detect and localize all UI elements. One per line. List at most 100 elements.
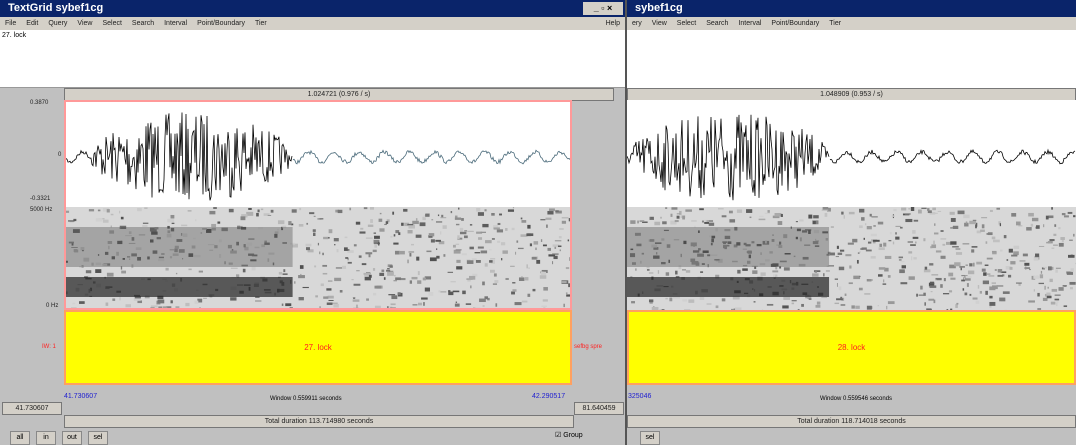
decoration	[970, 294, 972, 296]
decoration	[1035, 254, 1039, 257]
button[interactable]: in	[36, 431, 56, 445]
decoration	[279, 272, 282, 275]
decoration	[282, 304, 284, 306]
decoration	[931, 244, 936, 248]
decoration	[844, 215, 845, 219]
decoration	[328, 280, 332, 281]
decoration	[709, 223, 714, 226]
decoration	[729, 219, 735, 222]
decoration	[901, 208, 906, 211]
decoration	[1048, 287, 1049, 289]
decoration	[1018, 225, 1022, 226]
decoration	[812, 273, 819, 276]
decoration	[879, 247, 885, 250]
menu-item[interactable]: Tier	[829, 20, 841, 27]
menu-item[interactable]: Tier	[255, 20, 267, 27]
decoration	[966, 221, 968, 223]
button[interactable]: sel	[640, 431, 660, 445]
group-label: Group	[563, 432, 582, 439]
group-checkbox[interactable]: ☑ Group	[555, 431, 583, 439]
decoration	[637, 221, 638, 224]
decoration	[1049, 239, 1054, 241]
button[interactable]: out	[62, 431, 82, 445]
decoration	[568, 283, 572, 287]
decoration	[268, 215, 271, 216]
menu-item[interactable]: View	[77, 20, 92, 27]
decoration	[497, 241, 500, 243]
interval[interactable]: 28. lock	[627, 310, 1076, 385]
decoration	[111, 214, 114, 216]
decoration	[195, 219, 196, 221]
menu-item[interactable]: Point/Boundary	[771, 20, 819, 27]
menu-item[interactable]: File	[5, 20, 16, 27]
menu-item[interactable]: Interval	[738, 20, 761, 27]
decoration	[448, 292, 453, 296]
decoration	[151, 305, 158, 307]
decoration	[391, 295, 397, 299]
decoration	[248, 208, 252, 210]
decoration	[925, 267, 927, 270]
decoration	[453, 245, 456, 248]
menu-bar: ery View Select Search Interval Point/Boundar…	[627, 17, 1076, 30]
decoration	[142, 225, 147, 227]
decoration	[370, 207, 374, 210]
decoration	[489, 249, 492, 250]
menu-item[interactable]: Select	[677, 20, 696, 27]
decoration	[928, 299, 934, 301]
button[interactable]: all	[10, 431, 30, 445]
decoration	[849, 282, 853, 284]
menu-item[interactable]: Help	[606, 17, 620, 30]
decoration	[675, 271, 677, 275]
menu-item[interactable]: Select	[102, 20, 121, 27]
decoration	[781, 214, 783, 217]
menu-item[interactable]: Search	[706, 20, 728, 27]
decoration	[188, 210, 192, 211]
window-controls[interactable]: _ ▫ ×	[583, 2, 623, 15]
decoration	[879, 244, 882, 247]
decoration	[119, 297, 120, 300]
menu-item[interactable]: Interval	[164, 20, 187, 27]
button[interactable]: sel	[88, 431, 108, 445]
decoration	[119, 211, 120, 214]
decoration	[1051, 302, 1056, 305]
decoration	[393, 243, 398, 245]
decoration	[354, 284, 361, 286]
decoration	[1046, 216, 1049, 220]
text-field-content: 27. lock	[2, 32, 26, 39]
decoration	[1011, 255, 1017, 257]
decoration	[859, 225, 863, 228]
decoration	[478, 247, 484, 249]
decoration	[929, 263, 933, 265]
decoration	[1016, 222, 1021, 226]
text-field[interactable]: 27. lock	[0, 30, 625, 88]
decoration	[686, 270, 690, 273]
decoration	[313, 233, 315, 236]
menu-item[interactable]: Edit	[26, 20, 38, 27]
decoration	[66, 211, 69, 213]
menu-item[interactable]: Query	[48, 20, 67, 27]
decoration	[388, 294, 395, 295]
decoration	[334, 238, 339, 241]
menu-item[interactable]: Search	[132, 20, 154, 27]
decoration	[707, 303, 712, 305]
decoration	[1054, 224, 1056, 227]
menu-item[interactable]: ery	[632, 20, 642, 27]
decoration	[528, 268, 530, 269]
decoration	[309, 212, 314, 214]
decoration	[209, 211, 215, 214]
decoration	[799, 219, 803, 221]
menu-item[interactable]: Point/Boundary	[197, 20, 245, 27]
decoration	[412, 277, 418, 279]
decoration	[490, 270, 495, 273]
decoration	[501, 258, 502, 260]
wave-max: 0.3870	[30, 100, 48, 106]
decoration	[511, 291, 515, 294]
menu-item[interactable]: View	[652, 20, 667, 27]
text-field[interactable]	[627, 30, 1076, 89]
decoration	[950, 278, 955, 280]
decoration	[934, 232, 938, 234]
interval[interactable]: 27. lock	[64, 310, 572, 385]
decoration	[560, 249, 561, 251]
decoration	[401, 278, 406, 280]
decoration	[569, 257, 572, 261]
